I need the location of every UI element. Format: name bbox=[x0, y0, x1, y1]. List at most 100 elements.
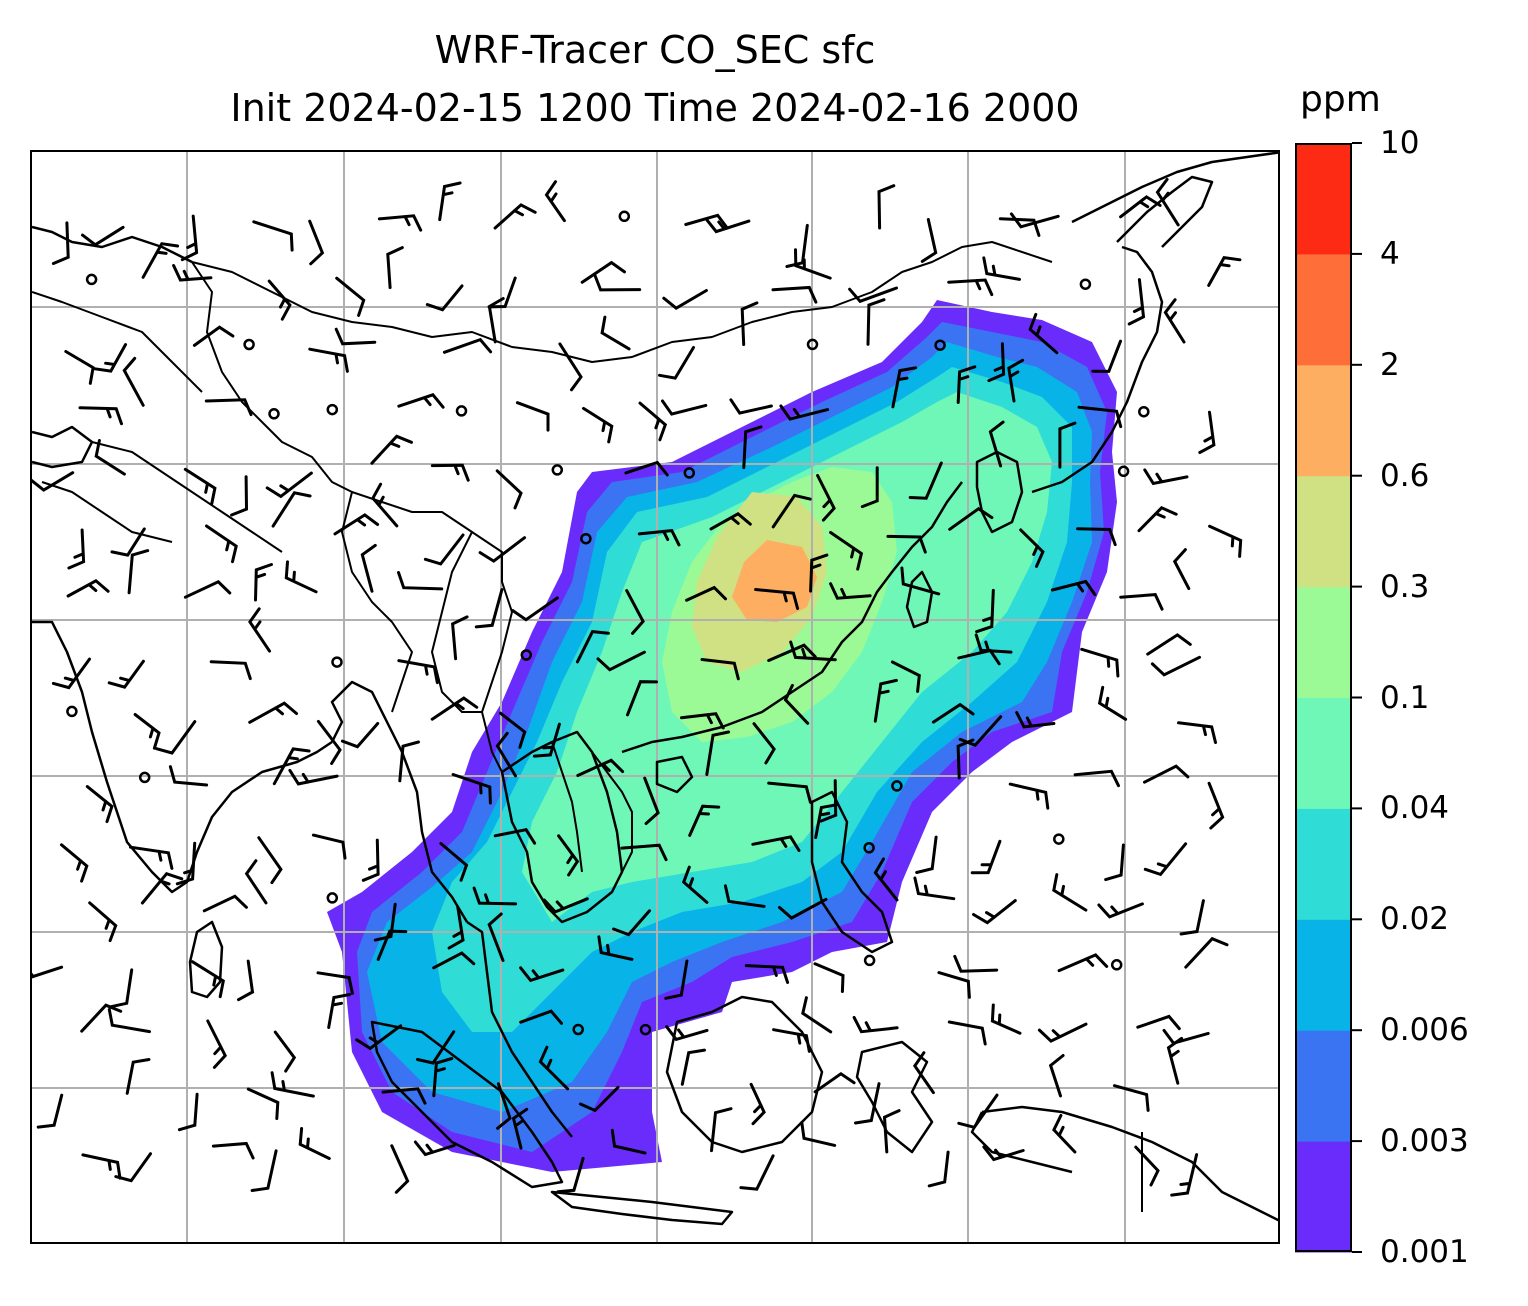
wind-barb bbox=[94, 439, 126, 476]
wind-barb bbox=[739, 1154, 775, 1191]
country-borders bbox=[32, 241, 1143, 1212]
colorbar-band bbox=[1295, 143, 1352, 255]
wind-barb bbox=[767, 781, 812, 804]
wind-barb bbox=[771, 493, 812, 529]
wind-barb bbox=[1097, 902, 1144, 919]
wind-barb bbox=[1198, 410, 1216, 454]
map-panel bbox=[30, 150, 1280, 1244]
wind-barb bbox=[751, 835, 801, 852]
wind-barb bbox=[125, 1058, 151, 1095]
wind-barb bbox=[204, 398, 253, 417]
colorbar-tick-label: 4 bbox=[1380, 235, 1400, 272]
wind-barb-calm bbox=[326, 892, 339, 904]
wind-barb bbox=[254, 563, 273, 602]
wind-barb bbox=[206, 1019, 228, 1069]
wind-barb bbox=[110, 527, 146, 557]
wind-barb bbox=[1207, 255, 1242, 287]
wind-barb bbox=[1207, 781, 1225, 830]
wind-barb-calm bbox=[1110, 959, 1123, 971]
wind-barb bbox=[749, 1082, 766, 1126]
wind-barb-calm bbox=[572, 1023, 584, 1036]
wind-barb bbox=[767, 643, 817, 662]
wind-barb bbox=[1019, 528, 1045, 568]
wind-barb-calm bbox=[934, 339, 946, 351]
wind-barb bbox=[557, 834, 580, 877]
wind-barb bbox=[439, 842, 469, 882]
wind-barb bbox=[1037, 1022, 1088, 1043]
wind-barb-calm bbox=[891, 780, 903, 792]
wind-barb bbox=[377, 214, 423, 232]
wind-barb bbox=[267, 279, 292, 321]
wind-barb bbox=[442, 337, 493, 354]
wind-barb bbox=[1119, 593, 1164, 611]
wind-barb bbox=[438, 181, 462, 222]
wind-barb bbox=[744, 964, 790, 984]
wind-barb bbox=[661, 399, 708, 416]
wind-barb bbox=[129, 845, 174, 870]
wind-barb bbox=[779, 404, 830, 421]
wind-barb bbox=[381, 1087, 427, 1105]
wind-barb bbox=[860, 466, 879, 509]
wind-barb bbox=[265, 471, 313, 499]
wind-barb bbox=[257, 836, 283, 885]
wind-barb bbox=[680, 1048, 706, 1086]
wind-barb bbox=[1155, 177, 1180, 227]
wind-barb bbox=[982, 1145, 1025, 1162]
wind-barb bbox=[705, 730, 731, 776]
wind-barb bbox=[308, 219, 325, 266]
wind-barb bbox=[920, 218, 938, 263]
wind-barb bbox=[612, 909, 651, 937]
wind-barb bbox=[538, 1045, 570, 1091]
wind-barb bbox=[688, 804, 721, 837]
wind-barb bbox=[1076, 527, 1117, 547]
colorbar-tick-label: 0.003 bbox=[1380, 1123, 1469, 1160]
wind-barb bbox=[493, 203, 537, 230]
wind-barb bbox=[311, 833, 347, 860]
wind-barb bbox=[866, 298, 886, 346]
wind-barb bbox=[813, 1071, 856, 1094]
wind-barb-calm bbox=[683, 467, 696, 479]
wind-barb bbox=[36, 1093, 64, 1129]
colorbar-border bbox=[1295, 143, 1352, 1252]
wind-barb bbox=[1052, 1114, 1077, 1154]
wind-barb bbox=[114, 1152, 152, 1183]
wind-barb bbox=[183, 467, 217, 506]
wind-barb bbox=[298, 1127, 331, 1160]
wind-barb bbox=[1119, 195, 1162, 219]
wind-barb bbox=[327, 993, 352, 1029]
wind-barb bbox=[913, 876, 956, 901]
wind-barb bbox=[680, 712, 725, 730]
wind-barb bbox=[927, 1150, 950, 1188]
wind-barb bbox=[487, 276, 517, 309]
wind-barb bbox=[1104, 843, 1125, 882]
wind-barb bbox=[496, 1082, 512, 1130]
wind-barb bbox=[515, 401, 550, 432]
wind-barb bbox=[211, 1141, 255, 1160]
wind-barb bbox=[51, 221, 70, 265]
wind-barb bbox=[1015, 711, 1056, 729]
wind-barb bbox=[886, 534, 927, 554]
wind-barb bbox=[335, 276, 366, 317]
wind-barb bbox=[1172, 548, 1191, 591]
wind-barb bbox=[495, 469, 523, 510]
colorbar-tick-label: 0.04 bbox=[1380, 790, 1450, 827]
wind-barb bbox=[1143, 842, 1188, 877]
wind-barb bbox=[593, 273, 642, 292]
colorbar-band bbox=[1295, 475, 1352, 588]
wind-barb bbox=[230, 475, 249, 517]
wind-barb bbox=[576, 758, 625, 777]
wind-barb bbox=[237, 959, 255, 1002]
wind-barb bbox=[596, 650, 646, 672]
wind-barb bbox=[1057, 953, 1109, 973]
wind-barb bbox=[288, 768, 339, 786]
wind-barb bbox=[915, 835, 938, 874]
wind-barb bbox=[1080, 647, 1120, 678]
colorbar-tick-label: 0.1 bbox=[1380, 679, 1430, 716]
wind-barb bbox=[947, 1020, 987, 1046]
wind-barb bbox=[1150, 655, 1201, 677]
wind-barb bbox=[785, 223, 809, 268]
wind-barb bbox=[956, 365, 977, 404]
wind-barb bbox=[662, 289, 708, 311]
wind-barb bbox=[1134, 1145, 1160, 1187]
wind-barb bbox=[140, 871, 184, 905]
